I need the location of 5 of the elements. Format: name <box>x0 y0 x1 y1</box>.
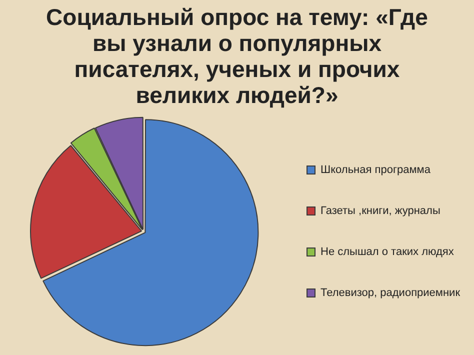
legend-label: Телевизор, радиоприемник <box>320 287 460 300</box>
chart-title: Социальный опрос на тему: «Где вы узнали о популярных писателях, ученых и прочих великих людей?» <box>45 3 429 110</box>
legend-label: Не слышал о таких людях <box>320 246 454 258</box>
legend-label: Школьная программа <box>320 164 432 176</box>
legend-label: Газеты ,книги, журналы <box>320 205 440 218</box>
